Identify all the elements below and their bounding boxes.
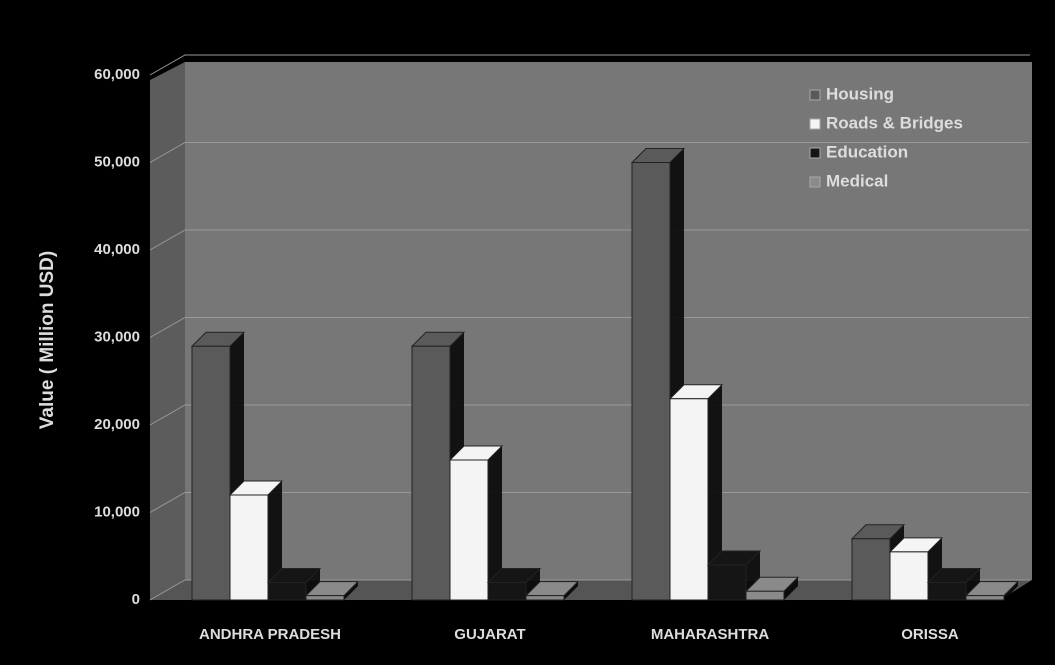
bar [449, 459, 489, 601]
legend-label: Roads & Bridges [826, 113, 963, 132]
grid-line [149, 492, 1030, 513]
y-tick-label: 0 [132, 591, 140, 608]
y-tick-label: 40,000 [94, 241, 140, 258]
y-tick-label: 20,000 [94, 416, 140, 433]
bar-side [564, 581, 578, 600]
y-axis-label: Value ( Million USD) [37, 251, 58, 429]
bar-side [344, 581, 358, 600]
bar [229, 494, 269, 601]
bar [525, 595, 565, 601]
x-tick-label: MAHARASHTRA [651, 626, 769, 643]
grid-line [149, 229, 1030, 251]
bar-side [488, 446, 502, 600]
grid-line [149, 142, 1030, 163]
grid-line [149, 317, 1030, 338]
bar [965, 595, 1005, 601]
legend-label: Medical [826, 171, 888, 190]
y-tick-label: 30,000 [94, 328, 140, 345]
bar-side [268, 481, 282, 600]
y-tick-label: 60,000 [94, 66, 140, 83]
bar [669, 398, 709, 601]
side-wall [150, 62, 185, 600]
x-tick-label: ORISSA [901, 626, 959, 643]
bar [191, 345, 231, 601]
bar [631, 162, 671, 601]
grid-line [149, 404, 1030, 426]
bar [707, 564, 747, 601]
bar [745, 590, 785, 601]
back-wall [185, 62, 1032, 580]
floor [150, 580, 1032, 600]
bar [267, 582, 307, 601]
legend-swatch [809, 147, 821, 159]
bar [889, 551, 929, 601]
legend-swatch [809, 118, 821, 130]
bar-side [1004, 581, 1018, 600]
x-tick-label: GUJARAT [454, 626, 525, 643]
y-tick-label: 50,000 [94, 153, 140, 170]
y-tick-label: 10,000 [94, 503, 140, 520]
legend-label: Housing [826, 84, 894, 103]
bar [305, 595, 345, 601]
legend-swatch [809, 89, 821, 101]
bar [851, 538, 891, 601]
bar [487, 582, 527, 601]
legend-swatch [809, 176, 821, 188]
bar [927, 582, 967, 601]
legend-label: Education [826, 142, 908, 161]
x-tick-label: ANDHRA PRADESH [199, 626, 341, 643]
bar [411, 345, 451, 601]
grid-line [149, 54, 1030, 76]
bar-side [708, 384, 722, 600]
bar-side [784, 577, 798, 600]
